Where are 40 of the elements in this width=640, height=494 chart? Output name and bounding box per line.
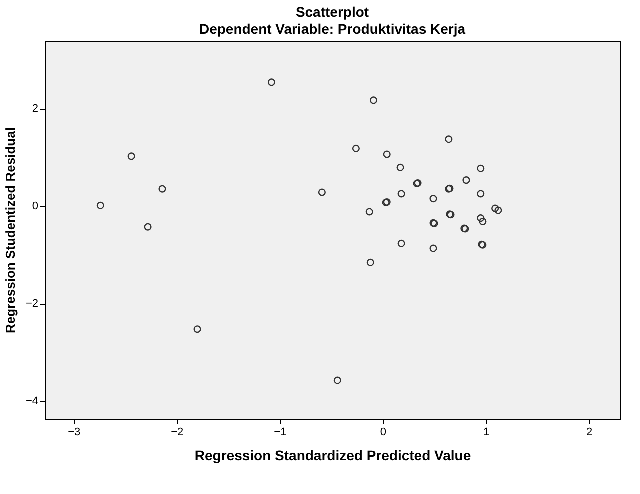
point <box>477 190 485 198</box>
point <box>494 206 502 214</box>
chart-subtitle: Dependent Variable: Produktivitas Kerja <box>199 21 466 37</box>
point <box>370 96 378 104</box>
x-tick-label: 1 <box>483 426 490 438</box>
x-axis-title: Regression Standardized Predicted Value <box>194 448 472 464</box>
point <box>352 144 360 152</box>
x-tick-label: −1 <box>274 426 287 438</box>
point <box>144 223 152 231</box>
point <box>128 152 136 160</box>
point <box>430 244 438 252</box>
point <box>398 240 406 248</box>
point <box>96 202 104 210</box>
x-tick-label: −2 <box>171 426 184 438</box>
point <box>492 204 500 212</box>
point <box>462 176 470 184</box>
point <box>479 218 487 226</box>
point <box>396 164 404 172</box>
x-tick-label: 2 <box>586 426 593 438</box>
y-tick-label: −4 <box>26 395 38 408</box>
point <box>445 136 453 144</box>
y-axis-title: Regression Studentized Residual <box>2 128 18 334</box>
x-tick-label: 0 <box>380 426 387 438</box>
point <box>366 208 374 216</box>
y-tick-label: −2 <box>26 298 38 310</box>
point <box>398 190 406 198</box>
x-tick-label: −3 <box>68 426 81 438</box>
y-tick-label: 0 <box>32 200 38 213</box>
point <box>366 258 374 266</box>
point <box>477 214 485 222</box>
point <box>194 326 202 334</box>
chart-title: Scatterplot <box>296 4 370 20</box>
point <box>430 195 438 203</box>
point <box>477 164 485 172</box>
point <box>334 376 342 384</box>
point <box>268 78 276 86</box>
y-tick-label: 2 <box>32 103 38 116</box>
point <box>383 150 391 158</box>
point <box>158 185 166 193</box>
point <box>318 188 326 196</box>
